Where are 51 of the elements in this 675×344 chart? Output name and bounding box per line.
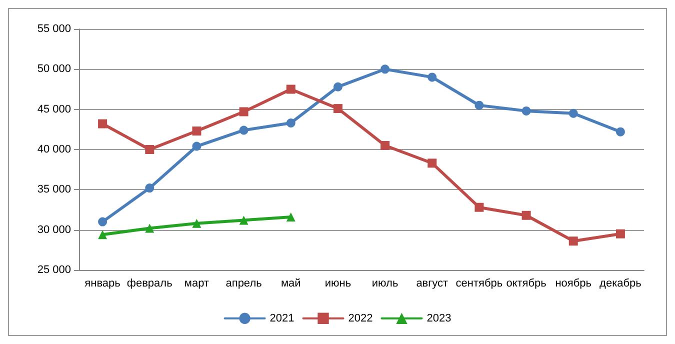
- x-tick-label: май: [280, 278, 301, 290]
- point: [380, 140, 390, 150]
- x-tick-label: февраль: [126, 278, 173, 290]
- point: [474, 100, 484, 110]
- point: [428, 158, 437, 168]
- y-tick-label: 30 000: [37, 224, 71, 236]
- point: [286, 118, 296, 128]
- point: [286, 84, 296, 94]
- point: [192, 126, 202, 136]
- point: [428, 72, 437, 82]
- point: [568, 236, 578, 246]
- y-tick-label: 50 000: [37, 63, 71, 76]
- y-tick-label: 40 000: [37, 144, 71, 156]
- point: [616, 127, 625, 136]
- point: [98, 230, 108, 240]
- y-tick-label: 55 000: [37, 23, 71, 35]
- point: [145, 145, 154, 154]
- x-tick-label: март: [184, 278, 210, 290]
- point: [98, 119, 108, 128]
- x-tick-label: июнь: [324, 278, 352, 290]
- point: [474, 202, 484, 212]
- point: [192, 218, 202, 228]
- x-tick-label: июль: [372, 278, 398, 290]
- point: [145, 224, 154, 233]
- x-tick-label: ноябрь: [555, 278, 592, 290]
- point: [568, 108, 578, 118]
- x-tick-label: сентябрь: [456, 278, 503, 290]
- x-tick-label: август: [416, 278, 448, 290]
- point: [239, 126, 248, 135]
- y-tick-label: 35 000: [37, 184, 71, 196]
- x-tick-label: апрель: [226, 278, 262, 290]
- point: [522, 210, 531, 220]
- point: [522, 106, 531, 116]
- x-tick-label: декабрь: [600, 278, 642, 290]
- point: [616, 229, 625, 238]
- y-tick-label: 25 000: [37, 264, 71, 276]
- point: [239, 107, 248, 116]
- point: [239, 216, 248, 225]
- legend-label: 2022: [348, 312, 373, 324]
- point: [333, 104, 342, 114]
- legend-label: 2023: [426, 312, 452, 324]
- x-tick-label: октябрь: [506, 278, 547, 290]
- legend-label: 2021: [270, 312, 294, 324]
- point: [98, 217, 108, 226]
- point: [380, 64, 390, 74]
- point: [145, 184, 154, 193]
- point: [192, 142, 202, 151]
- x-tick-label: январь: [84, 278, 121, 290]
- point: [333, 82, 342, 92]
- y-tick-label: 45 000: [37, 103, 71, 116]
- point: [286, 212, 296, 222]
